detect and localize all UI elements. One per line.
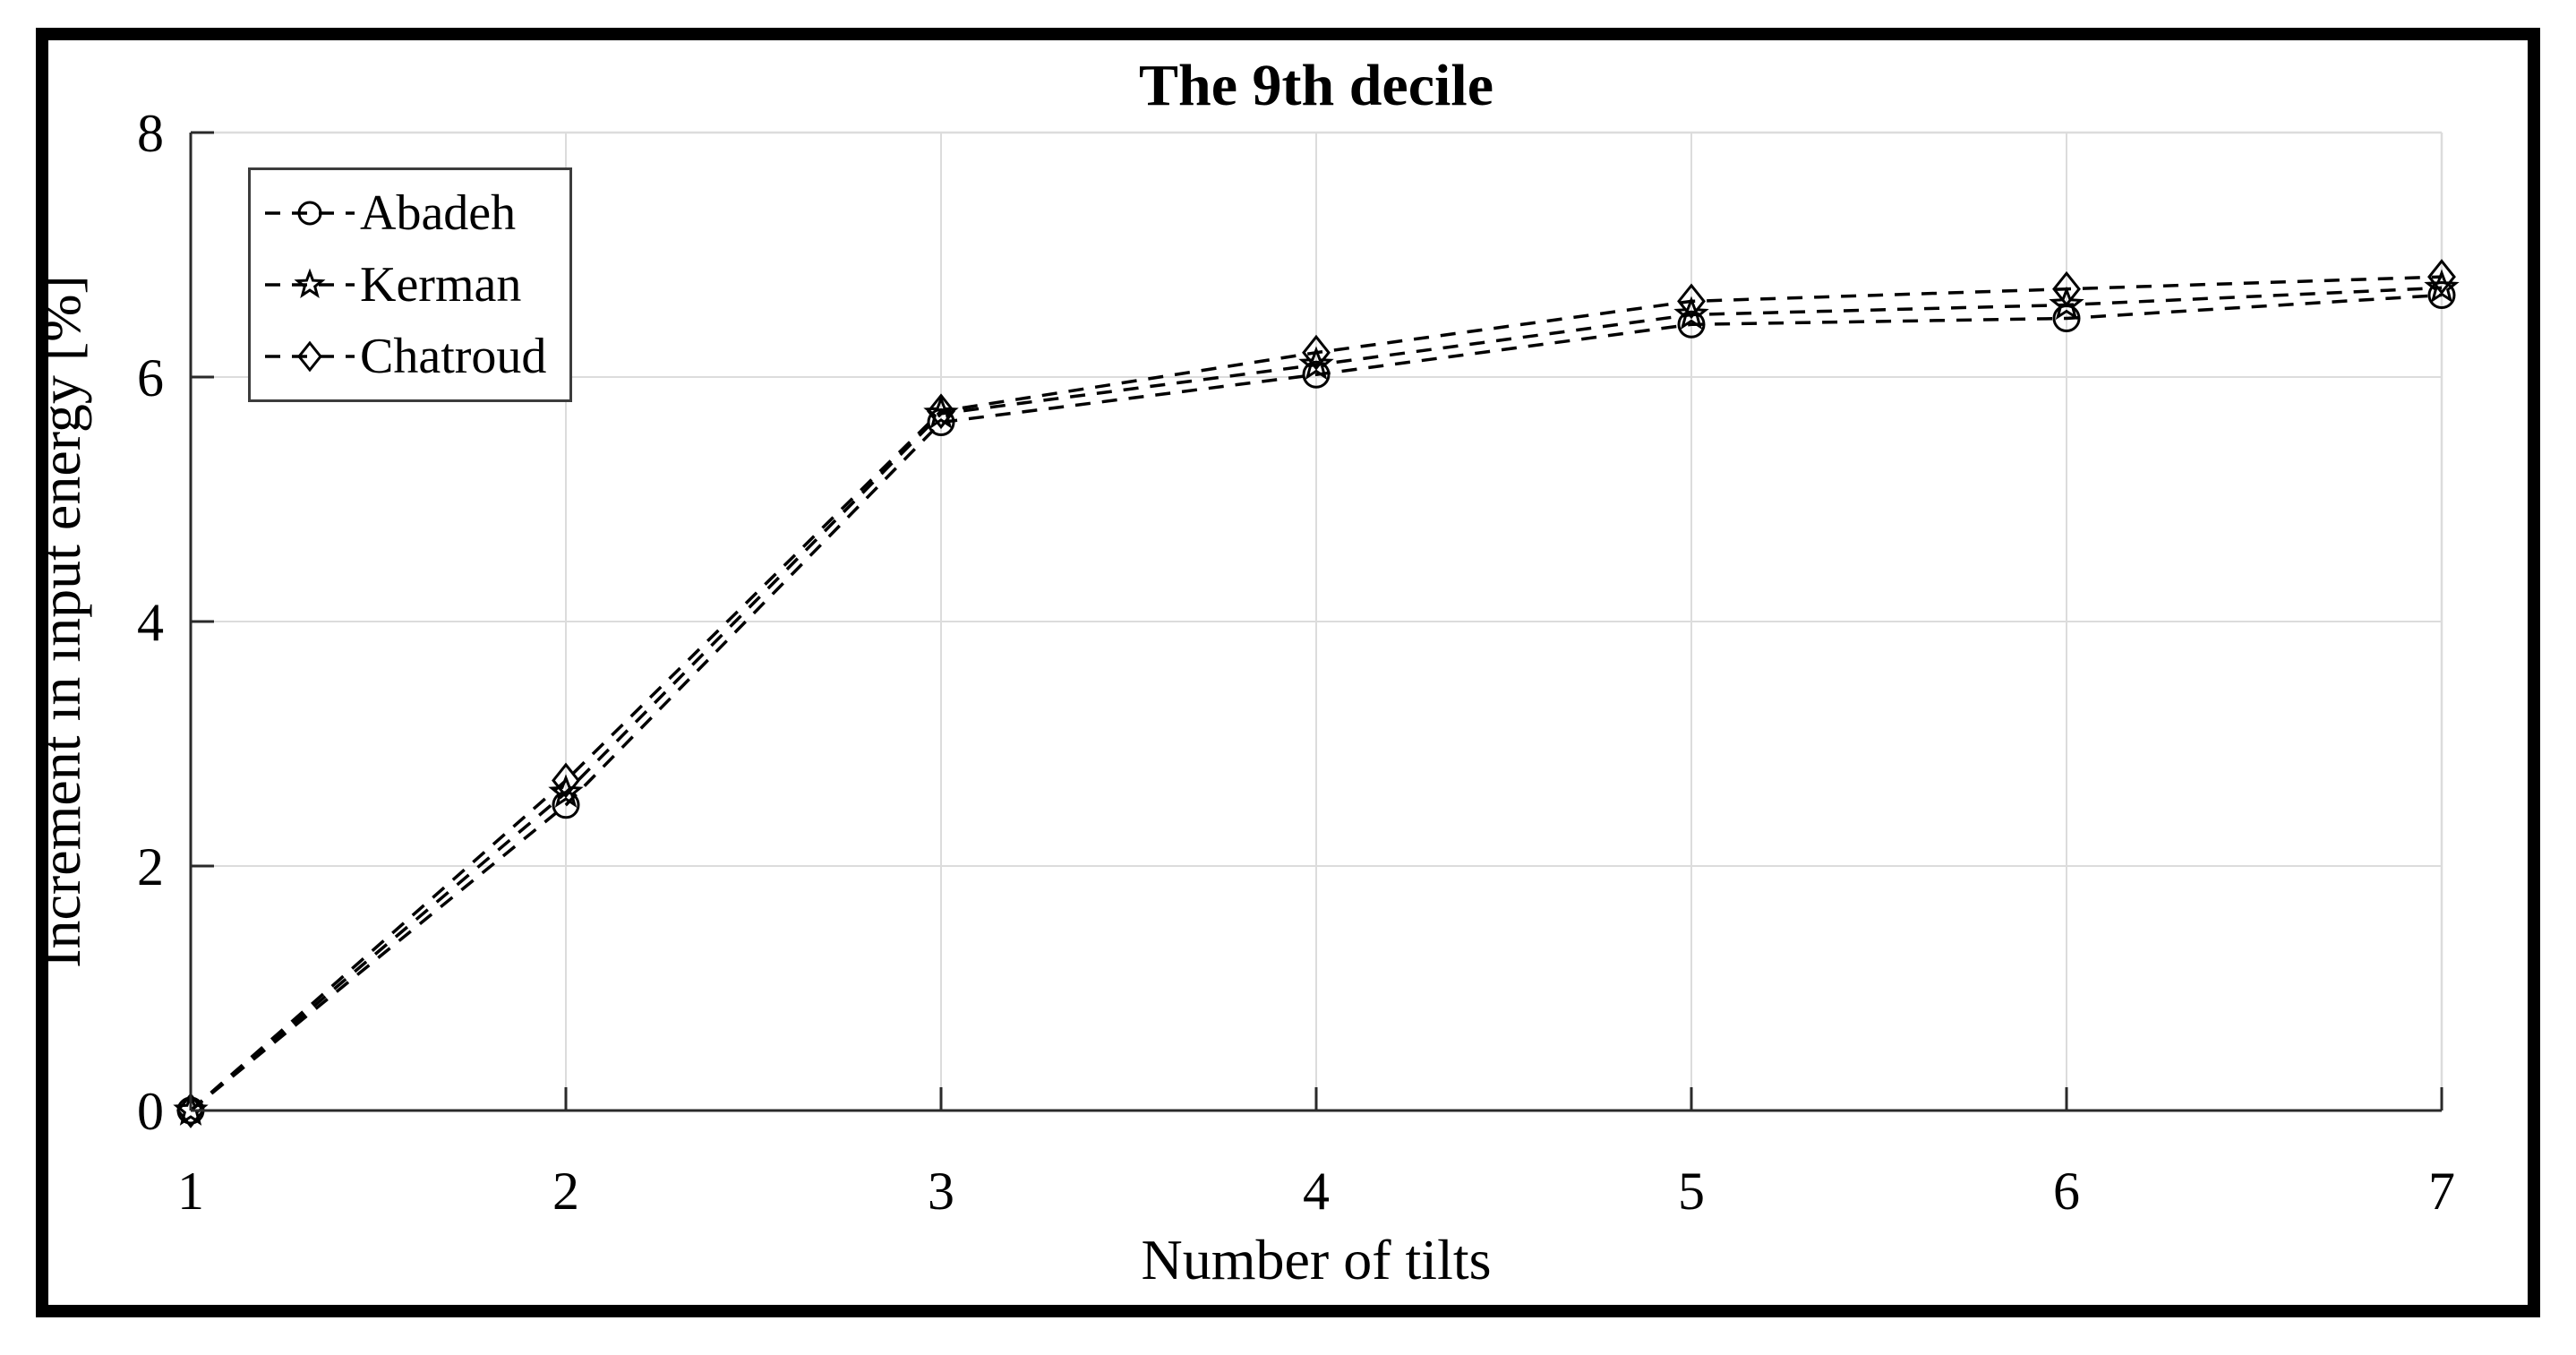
x-tick-label: 7 [2428, 1162, 2455, 1221]
x-tick-label: 6 [2053, 1162, 2080, 1221]
legend-item-chatroud: Chatroud [263, 321, 546, 392]
series-chatroud [176, 259, 2456, 1128]
legend-item-abadeh: Abadeh [263, 177, 546, 249]
star-marker-icon [2049, 286, 2084, 321]
legend-sample-line [265, 268, 355, 298]
circle-marker-icon [297, 201, 322, 226]
y-tick-label: 2 [137, 837, 164, 896]
series-abadeh [176, 281, 2456, 1125]
tick-labels: 1 2 3 4 5 6 7 0 2 4 6 8 [137, 104, 2455, 1221]
diamond-marker-icon [2052, 270, 2081, 307]
diamond-marker-icon [927, 393, 955, 430]
diamond-marker-icon [297, 340, 322, 373]
legend-sample-line [265, 340, 355, 373]
x-tick-label: 5 [1678, 1162, 1705, 1221]
legend-label: Abadeh [360, 185, 517, 241]
x-tick-label: 4 [1303, 1162, 1330, 1221]
diamond-marker-icon [552, 762, 580, 799]
legend-label: Chatroud [360, 329, 547, 384]
circle-marker-icon [1302, 360, 1331, 389]
diamond-marker-icon [176, 1093, 205, 1128]
legend: Abadeh Kerman Chatroud [248, 167, 573, 402]
series-line [189, 275, 2443, 1112]
x-tick-label: 3 [928, 1162, 954, 1221]
x-tick-label: 1 [177, 1162, 204, 1221]
star-marker-icon [1298, 346, 1334, 381]
diamond-marker-icon [2427, 259, 2456, 295]
chart-title: The 9th decile [1139, 53, 1493, 118]
y-tick-label: 4 [137, 593, 164, 652]
diamond-marker-icon [1677, 283, 1706, 320]
circle-marker-icon [1677, 310, 1706, 339]
legend-sample-line [265, 201, 355, 226]
axes [189, 131, 2443, 1112]
legend-label: Kerman [360, 257, 522, 313]
star-marker-icon [173, 1092, 209, 1126]
star-marker-icon [1673, 296, 1709, 330]
y-tick-label: 8 [137, 104, 164, 163]
y-tick-label: 6 [137, 348, 164, 407]
star-marker-icon [294, 268, 326, 298]
circle-marker-icon [2427, 281, 2456, 310]
x-tick-label: 2 [552, 1162, 579, 1221]
diamond-marker-icon [1302, 334, 1331, 371]
legend-item-kerman: Kerman [263, 249, 546, 321]
y-tick-label: 0 [137, 1082, 164, 1141]
series-line [189, 293, 2443, 1112]
x-axis-label: Number of tilts [1141, 1228, 1492, 1291]
